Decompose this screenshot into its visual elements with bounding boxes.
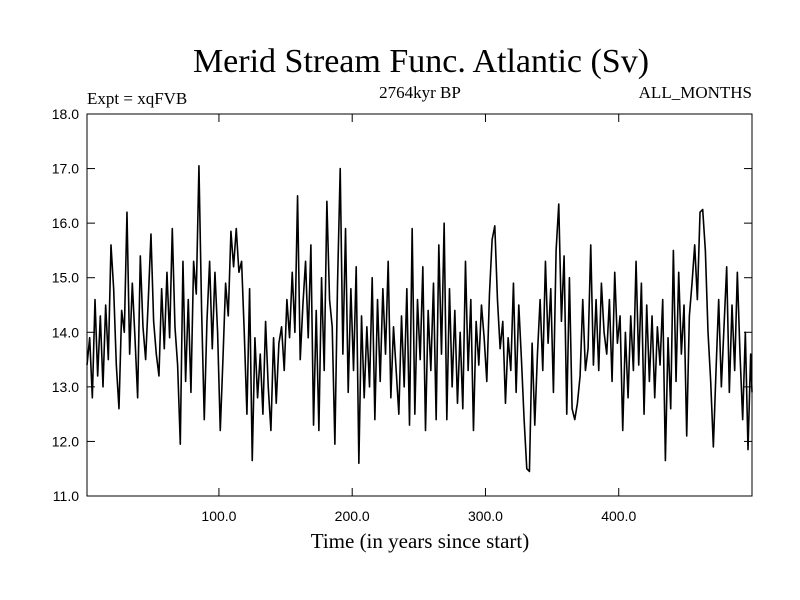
x-tick-label: 100.0 — [201, 508, 236, 524]
y-tick-label: 15.0 — [52, 270, 79, 286]
period-label: 2764kyr BP — [379, 83, 461, 102]
y-tick-label: 18.0 — [52, 106, 79, 122]
series-line — [86, 165, 753, 473]
y-tick-label: 11.0 — [53, 488, 79, 504]
x-axis-title: Time (in years since start) — [311, 529, 530, 553]
experiment-label: Expt = xqFVB — [87, 89, 187, 108]
y-tick-label: 12.0 — [52, 433, 79, 449]
plot-frame — [86, 113, 753, 497]
chart-title: Merid Stream Func. Atlantic (Sv) — [193, 43, 649, 80]
y-tick-label: 16.0 — [52, 215, 79, 231]
months-label: ALL_MONTHS — [639, 83, 752, 102]
y-axis: 11.0 12.0 13.0 14.0 15.0 16.0 17.0 18.0 — [52, 106, 752, 504]
x-axis: 100.0 200.0 300.0 400.0 — [201, 114, 636, 524]
y-tick-label: 13.0 — [52, 379, 79, 395]
x-tick-label: 200.0 — [335, 508, 370, 524]
y-tick-label: 14.0 — [52, 324, 79, 340]
x-tick-label: 400.0 — [601, 508, 636, 524]
y-tick-label: 17.0 — [52, 161, 79, 177]
x-tick-label: 300.0 — [468, 508, 503, 524]
